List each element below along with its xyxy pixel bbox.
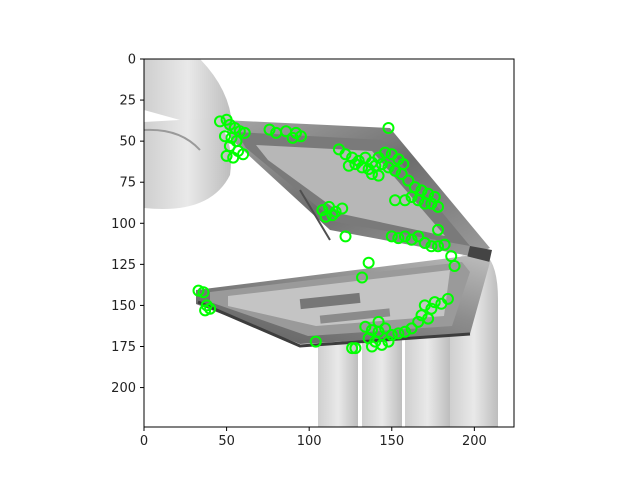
keypoint-markers [192,113,461,355]
keypoint-marker [263,123,276,136]
keypoint-marker [220,149,233,162]
keypoint-marker [392,232,405,245]
keypoint-marker [389,164,402,177]
keypoint-marker [405,322,418,335]
keypoint-marker [418,197,431,210]
keypoint-marker [392,327,405,340]
y-tick-label: 100 [111,217,136,232]
keypoint-marker [385,230,398,243]
keypoint-marker [375,158,388,171]
keypoint-marker [365,168,378,180]
keypoint-marker [362,256,375,269]
keypoint-marker [356,271,369,284]
keypoint-marker [382,335,395,348]
keypoint-marker [438,238,451,251]
keypoint-marker [349,342,362,355]
keypoint-marker [402,174,415,187]
keypoint-marker [339,148,352,161]
keypoint-marker [339,230,352,243]
keypoint-marker [448,260,461,272]
y-tick-label: 50 [119,135,136,150]
y-tick-label: 0 [128,53,136,68]
keypoint-marker [418,237,431,249]
keypoint-marker [365,340,378,353]
y-tick-label: 75 [119,176,136,191]
y-tick-label: 125 [111,258,136,273]
keypoint-marker [382,122,395,134]
photo [144,59,514,427]
x-tick-label: 100 [297,434,322,449]
y-tick-label: 200 [111,381,136,396]
keypoint-marker [432,240,445,253]
keypoint-marker [398,230,411,243]
keypoint-marker [319,210,332,223]
keypoint-marker [352,154,365,167]
x-tick-label: 50 [218,434,235,449]
keypoint-marker [385,329,398,341]
keypoint-marker [286,131,299,144]
keypoint-marker [326,209,339,222]
keypoint-marker [316,204,329,217]
keypoint-marker [432,223,445,236]
keypoint-marker [412,230,425,243]
keypoint-marker [356,161,369,174]
keypoint-marker [342,159,355,172]
keypoint-marker [405,233,418,246]
keypoint-marker [372,169,385,182]
x-tick-label: 150 [379,434,404,449]
keypoint-marker [398,194,411,207]
keypoint-marker [359,320,372,333]
keypoint-marker [309,335,322,348]
y-axis: 0 25 50 75 100 125 150 175 200 [111,53,144,396]
plot-frame [143,58,515,428]
keypoint-marker [197,286,210,299]
keypoint-marker [428,296,441,309]
keypoint-marker [227,151,240,164]
keypoint-marker [412,194,425,207]
keypoint-marker [432,200,445,213]
keypoint-marker [218,130,231,143]
keypoint-marker [395,168,408,180]
keypoint-marker [425,197,438,210]
keypoint-marker [238,126,251,139]
keypoint-marker [336,202,349,215]
keypoint-marker [294,130,307,143]
keypoint-marker [412,315,425,328]
keypoint-marker [329,205,342,218]
keypoint-marker [425,240,438,253]
keypoint-marker [398,325,411,338]
keypoint-marker [382,161,395,174]
keypoint-marker [379,146,392,159]
keypoint-marker [379,322,392,335]
x-tick-label: 200 [462,434,487,449]
y-tick-label: 175 [111,340,136,355]
keypoint-marker [415,309,428,322]
x-axis: 0 50 100 150 200 [140,427,487,449]
keypoint-marker [349,158,362,171]
y-tick-label: 25 [119,94,136,109]
keypoint-marker [372,315,385,328]
y-tick-label: 150 [111,299,136,314]
keypoint-marker [405,191,418,203]
keypoint-marker [441,292,454,305]
keypoint-marker [199,304,212,317]
x-tick-label: 0 [140,434,148,449]
